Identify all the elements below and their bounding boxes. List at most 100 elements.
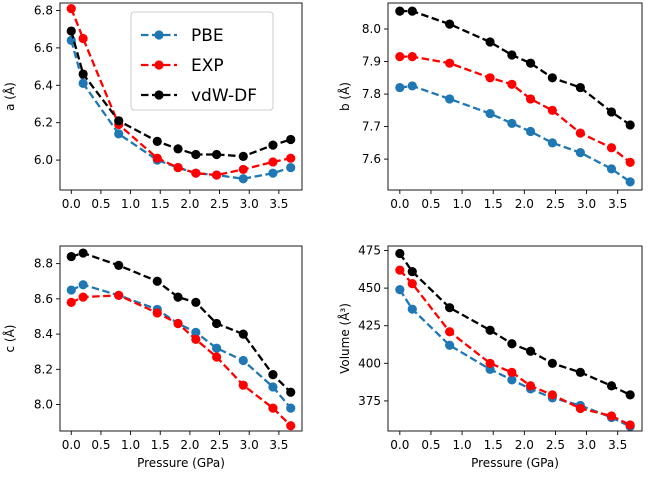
x-tick-label: 0.0 [390,438,409,452]
data-point-volume-exp-7 [575,403,585,414]
data-point-a-exp-1 [78,33,88,44]
y-axis-label: Volume (Å³) [337,303,352,374]
y-tick-label: 475 [358,244,381,258]
y-tick-label: 400 [358,356,381,370]
data-point-b-vdw-df-3 [485,37,495,47]
y-tick-label: 6.2 [34,116,53,130]
x-tick-label: 0.0 [62,438,81,452]
data-point-volume-pbe-2 [445,340,455,350]
data-point-a-exp-8 [268,157,278,167]
data-point-c-pbe-1 [78,280,88,290]
series-line-c-vdw-df [70,251,292,394]
data-point-volume-vdw-df-9 [625,390,635,400]
data-point-c-exp-8 [268,403,278,413]
data-point-b-vdw-df-0 [395,6,405,16]
data-point-b-pbe-7 [575,148,585,158]
x-tick-label: 1.0 [121,197,140,211]
data-point-a-exp-5 [191,168,201,178]
subplot-c: 0.0 0.5 1.0 1.5 2.0 2.5 3.0 3.5 8.0 8.2 8.4 8.6 8.8 c… [2,245,303,470]
data-point-b-pbe-4 [507,118,517,128]
data-point-c-vdw-df-2 [114,260,124,270]
data-point-c-pbe-7 [238,355,248,366]
data-point-b-vdw-df-2 [445,19,455,29]
data-point-volume-vdw-df-4 [507,339,517,349]
data-point-volume-vdw-df-8 [606,381,617,391]
axes-frame-volume [387,245,643,432]
data-point-volume-exp-3 [485,358,495,368]
data-point-b-exp-6 [547,105,557,115]
data-point-b-pbe-9 [625,177,635,187]
y-tick-label: 425 [358,319,381,333]
data-point-volume-vdw-df-6 [547,358,557,368]
data-point-c-exp-1 [78,292,88,302]
data-point-b-exp-4 [507,79,517,89]
data-point-b-exp-1 [407,52,417,62]
data-point-c-vdw-df-9 [286,387,296,397]
y-axis-label: a (Å) [2,82,17,111]
data-point-a-vdw-df-6 [211,149,222,160]
x-axis-label: Pressure (GPa) [471,456,559,470]
x-tick-label: 1.0 [453,197,472,211]
data-point-b-pbe-3 [485,108,495,119]
data-point-a-exp-7 [238,164,248,175]
series-line-volume-pbe [398,289,631,428]
data-point-c-exp-3 [152,308,162,318]
data-point-b-vdw-df-6 [547,73,557,83]
data-point-b-exp-0 [395,52,405,62]
x-tick-label: 0.5 [421,197,440,211]
data-point-b-vdw-df-7 [575,82,585,93]
series-line-c-pbe [70,283,292,409]
subplot-volume: 0.0 0.5 1.0 1.5 2.0 2.5 3.0 3.5 375 400 425 450 475 V… [337,244,643,470]
data-point-b-exp-8 [606,143,617,153]
y-tick-label: 8.6 [34,292,53,306]
data-point-a-pbe-8 [268,168,278,178]
legend-label: vdW-DF [191,86,257,106]
axes-frame-a [59,2,303,191]
legend-marker [154,90,164,100]
x-tick-label: 3.0 [240,197,259,211]
data-point-volume-exp-5 [525,381,536,391]
axes-frame-c [59,245,303,432]
data-point-c-pbe-8 [268,382,278,392]
data-point-volume-exp-9 [625,420,635,430]
data-point-a-pbe-1 [78,78,88,89]
y-tick-label: 6.8 [34,3,53,17]
data-point-c-exp-0 [66,297,76,307]
x-tick-label: 2.5 [210,197,229,211]
data-point-volume-vdw-df-0 [395,248,405,259]
data-point-volume-exp-8 [606,411,617,421]
data-point-c-pbe-9 [286,403,296,413]
data-point-c-vdw-df-6 [211,318,222,329]
data-point-b-exp-7 [575,128,585,138]
y-tick-label: 8.4 [34,327,53,341]
data-point-c-vdw-df-8 [268,370,278,380]
y-tick-label: 7.6 [362,152,381,166]
x-tick-label: 3.5 [269,438,288,452]
x-tick-label: 2.5 [210,438,229,452]
y-tick-label: 8.0 [34,398,53,412]
data-point-a-pbe-7 [238,174,248,184]
series-line-b-vdw-df [399,9,631,126]
legend-marker [154,30,164,40]
data-point-volume-pbe-4 [507,375,517,385]
data-point-b-pbe-6 [547,138,557,148]
data-point-a-exp-3 [152,153,162,163]
x-tick-label: 1.5 [151,197,170,211]
data-point-a-vdw-df-5 [191,149,201,160]
data-point-a-exp-6 [211,170,222,180]
data-point-a-exp-9 [286,153,296,163]
y-axis-label: c (Å) [2,325,17,353]
data-point-volume-vdw-df-3 [485,325,495,335]
data-point-c-exp-7 [238,380,248,390]
data-point-a-vdw-df-0 [66,26,76,36]
series-line-a-vdw-df [70,30,292,158]
x-tick-label: 1.0 [121,438,140,452]
data-point-volume-pbe-0 [395,285,405,295]
data-point-volume-vdw-df-1 [407,266,417,277]
y-tick-label: 8.0 [362,22,381,36]
x-tick-label: 1.5 [151,438,170,452]
data-point-c-pbe-6 [211,343,222,353]
data-point-a-exp-4 [173,162,183,173]
data-point-b-exp-2 [445,58,455,68]
